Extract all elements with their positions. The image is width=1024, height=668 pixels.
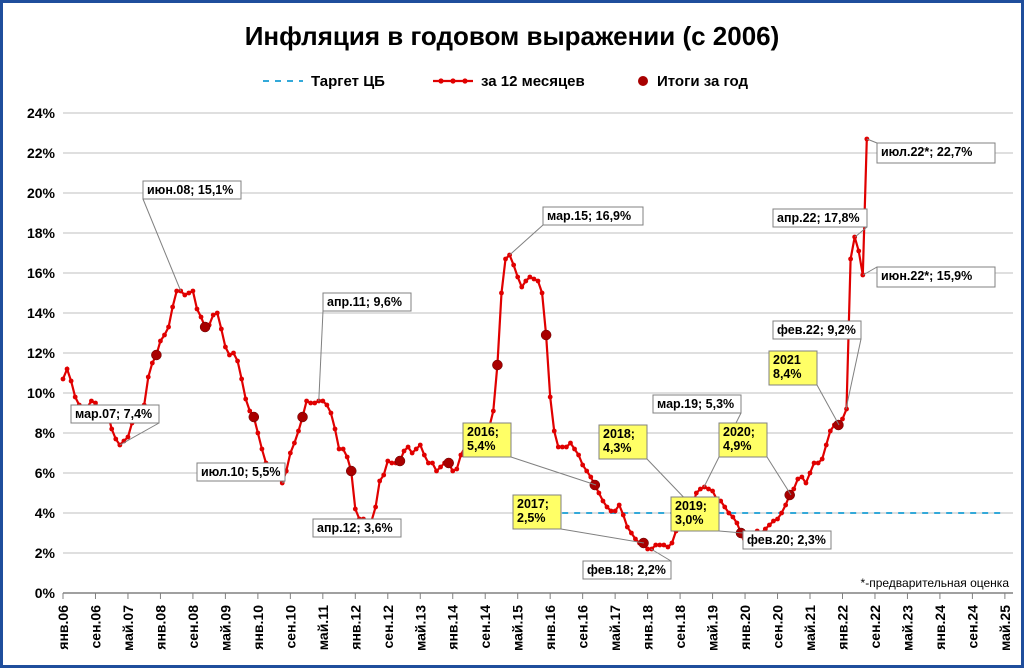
- y-tick-label: 2%: [35, 545, 56, 561]
- x-tick-label: янв.24: [932, 605, 948, 650]
- callout: июл.22*; 22,7%: [867, 139, 995, 163]
- y-tick-label: 16%: [27, 265, 56, 281]
- callout-text: фев.22; 9,2%: [777, 323, 856, 337]
- x-tick-label: май.21: [802, 605, 818, 651]
- x-tick-label: май.13: [412, 605, 428, 651]
- callout-text: июн.22*; 15,9%: [881, 269, 972, 283]
- y-tick-label: 8%: [35, 425, 56, 441]
- callout: 2020;4,9%: [719, 423, 791, 495]
- x-tick-label: сен.18: [672, 605, 688, 649]
- legend-annual-label: Итоги за год: [657, 73, 749, 90]
- callout: июн.22*; 15,9%: [863, 267, 995, 287]
- x-tick-label: янв.16: [542, 605, 558, 650]
- x-tick-label: май.17: [607, 605, 623, 651]
- callout: июл.10; 5,5%: [197, 463, 285, 483]
- callout-text: мар.07; 7,4%: [75, 407, 152, 421]
- legend-target-label: Таргет ЦБ: [311, 73, 385, 90]
- callout-text: фев.20; 2,3%: [747, 533, 826, 547]
- callout-text: фев.18; 2,2%: [587, 563, 666, 577]
- callout-text: 2021: [773, 353, 801, 367]
- chart-frame: { "title": "Инфляция в годовом выражении…: [0, 0, 1024, 668]
- callout: мар.15; 16,9%: [510, 207, 643, 255]
- x-tick-label: янв.10: [250, 605, 266, 650]
- callout-text: апр.22; 17,8%: [777, 211, 860, 225]
- y-tick-label: 22%: [27, 145, 56, 161]
- monthly-series-line: [63, 139, 867, 549]
- x-tick-label: янв.22: [834, 605, 850, 650]
- callout-text: 2017;: [517, 497, 549, 511]
- x-tick-label: янв.12: [347, 605, 363, 650]
- callout-text: 2020;: [723, 425, 755, 439]
- x-tick-label: янв.14: [445, 605, 461, 650]
- x-tick-label: сен.16: [575, 605, 591, 649]
- x-tick-label: сен.20: [770, 605, 786, 649]
- x-tick-label: сен.08: [185, 605, 201, 649]
- x-tick-label: май.11: [315, 605, 331, 650]
- chart-title: Инфляция в годовом выражении (с 2006): [245, 21, 780, 51]
- x-tick-label: май.23: [899, 605, 915, 651]
- callout-text: мар.15; 16,9%: [547, 209, 631, 223]
- x-tick-label: май.09: [217, 605, 233, 651]
- callout-text: июн.08; 15,1%: [147, 183, 233, 197]
- callout-text: апр.11; 9,6%: [327, 295, 402, 309]
- y-tick-label: 24%: [27, 105, 56, 121]
- y-tick-label: 20%: [27, 185, 56, 201]
- callout-text: июл.10; 5,5%: [201, 465, 281, 479]
- x-tick-label: май.25: [997, 605, 1013, 651]
- callout-text: 3,0%: [675, 513, 704, 527]
- callout: 2016;5,4%: [463, 423, 596, 485]
- callout-text: 8,4%: [773, 367, 802, 381]
- y-tick-label: 4%: [35, 505, 56, 521]
- x-tick-label: сен.12: [380, 605, 396, 649]
- y-tick-label: 6%: [35, 465, 56, 481]
- callout: апр.12; 3,6%: [313, 519, 401, 537]
- callout-text: 2016;: [467, 425, 499, 439]
- legend-monthly-label: за 12 месяцев: [481, 73, 585, 90]
- x-tick-label: сен.06: [87, 605, 103, 649]
- x-tick-label: сен.24: [964, 605, 980, 649]
- legend: Таргет ЦБ за 12 месяцев Итоги за год: [263, 73, 749, 90]
- callout-text: мар.19; 5,3%: [657, 397, 734, 411]
- callout: апр.11; 9,6%: [319, 293, 411, 401]
- x-tick-label: май.15: [510, 605, 526, 651]
- callout-text: 2,5%: [517, 511, 546, 525]
- callout-text: апр.12; 3,6%: [317, 521, 393, 535]
- callout-text: 5,4%: [467, 439, 496, 453]
- y-tick-label: 10%: [27, 385, 56, 401]
- callout-text: 2019;: [675, 499, 707, 513]
- y-tick-label: 12%: [27, 345, 56, 361]
- x-tick-label: сен.22: [867, 605, 883, 649]
- x-tick-label: янв.18: [640, 605, 656, 650]
- y-tick-label: 18%: [27, 225, 56, 241]
- footnote: *-предварительная оценка: [861, 576, 1010, 590]
- callout: июн.08; 15,1%: [143, 181, 241, 291]
- x-tick-label: май.19: [705, 605, 721, 651]
- x-tick-label: янв.20: [737, 605, 753, 650]
- callout-text: июл.22*; 22,7%: [881, 145, 972, 159]
- inflation-chart: Инфляция в годовом выражении (с 2006) Тар…: [3, 3, 1021, 665]
- y-tick-label: 0%: [35, 585, 56, 601]
- x-tick-label: май.07: [120, 605, 136, 651]
- callout: 20218,4%: [769, 351, 839, 425]
- x-tick-label: янв.06: [55, 605, 71, 650]
- y-tick-label: 14%: [27, 305, 56, 321]
- callout-text: 2018;: [603, 427, 635, 441]
- x-tick-label: сен.10: [282, 605, 298, 649]
- callout-text: 4,9%: [723, 439, 752, 453]
- x-tick-label: сен.14: [477, 605, 493, 649]
- callout: фев.20; 2,3%: [743, 531, 831, 549]
- callout: 2018;4,3%: [599, 425, 693, 507]
- callout-text: 4,3%: [603, 441, 632, 455]
- x-tick-label: янв.08: [152, 605, 168, 650]
